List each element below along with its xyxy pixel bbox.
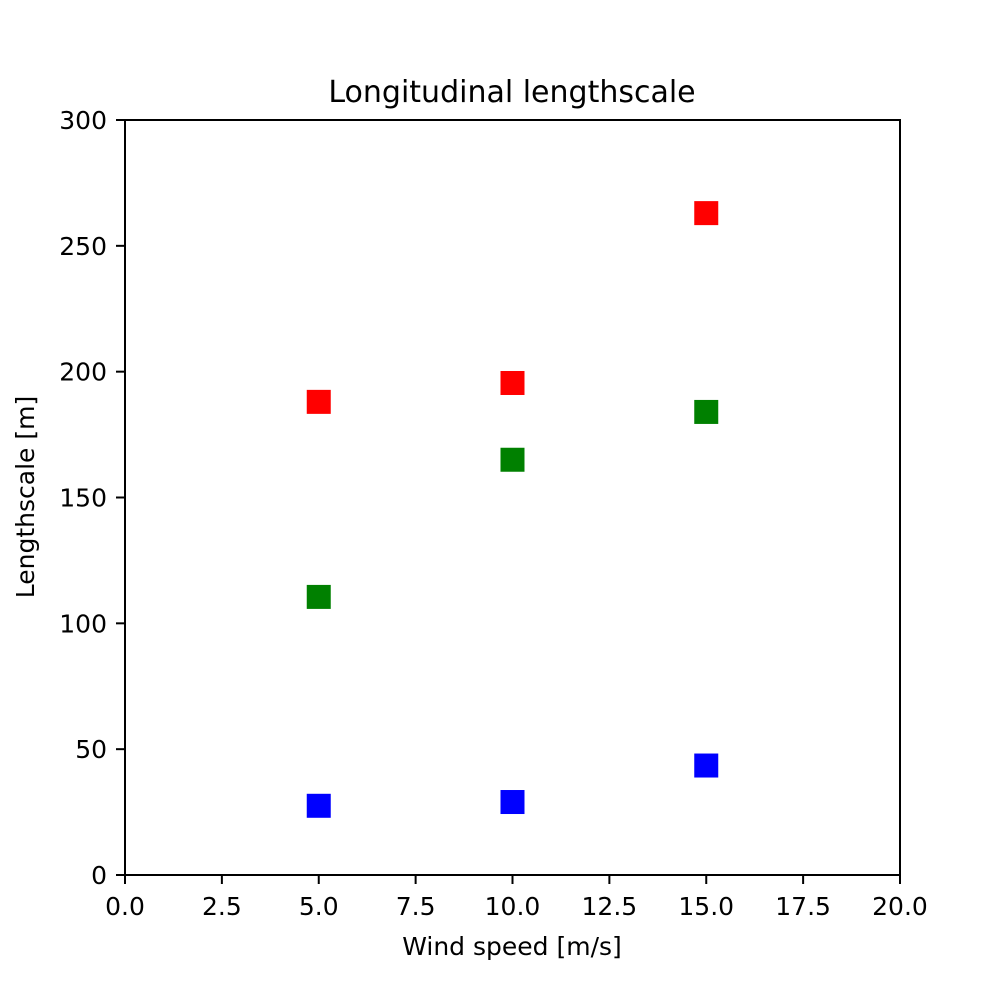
square-marker-series-0 bbox=[306, 389, 331, 414]
square-marker-series-2 bbox=[500, 790, 525, 815]
x-tick-label: 17.5 bbox=[775, 892, 831, 921]
square-marker-series-2 bbox=[306, 793, 331, 818]
y-tick-label: 50 bbox=[75, 735, 107, 764]
square-marker-series-1 bbox=[306, 584, 331, 609]
x-tick-label: 10.0 bbox=[485, 892, 541, 921]
square-marker-series-0 bbox=[500, 370, 525, 395]
square-marker-series-0 bbox=[694, 201, 719, 226]
x-tick-label: 15.0 bbox=[678, 892, 734, 921]
y-tick-label: 100 bbox=[59, 609, 107, 638]
square-marker-series-1 bbox=[694, 399, 719, 424]
x-tick-label: 12.5 bbox=[582, 892, 638, 921]
x-tick-label: 5.0 bbox=[299, 892, 339, 921]
y-tick-label: 200 bbox=[59, 358, 107, 387]
x-tick-label: 20.0 bbox=[872, 892, 928, 921]
y-axis-label: Lengthscale [m] bbox=[11, 396, 40, 598]
plot-frame bbox=[124, 119, 901, 876]
y-tick-label: 250 bbox=[59, 232, 107, 261]
y-tick-label: 300 bbox=[59, 106, 107, 135]
x-tick-label: 2.5 bbox=[202, 892, 242, 921]
y-tick-label: 0 bbox=[91, 861, 107, 890]
y-axis-ticks: 0 50 100 150 200 250 300 bbox=[59, 106, 125, 890]
square-marker-series-1 bbox=[500, 447, 525, 472]
x-axis-ticks: 0.0 2.5 5.0 7.5 10.0 12.5 15.0 17.5 20.0 bbox=[105, 875, 928, 921]
chart-title: Longitudinal lengthscale bbox=[328, 75, 695, 110]
x-axis-label: Wind speed [m/s] bbox=[402, 932, 622, 961]
x-tick-label: 0.0 bbox=[105, 892, 145, 921]
data-markers bbox=[306, 201, 719, 818]
y-tick-label: 150 bbox=[59, 484, 107, 513]
x-tick-label: 7.5 bbox=[396, 892, 436, 921]
square-marker-series-2 bbox=[694, 753, 719, 778]
